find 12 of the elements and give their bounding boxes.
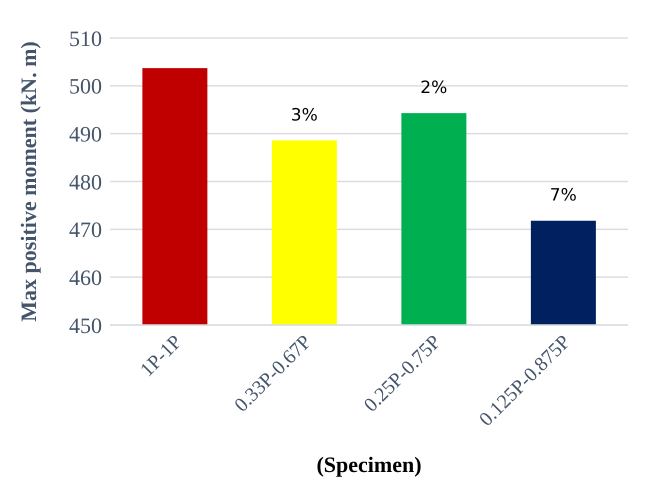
y-tick-label: 500 bbox=[69, 74, 102, 99]
annotation: 7% bbox=[550, 186, 577, 206]
x-axis-title: (Specimen) bbox=[316, 452, 422, 477]
y-tick-label: 480 bbox=[69, 169, 102, 194]
annotation: 2% bbox=[420, 78, 448, 98]
y-axis-title: Max positive moment (kN. m) bbox=[16, 41, 41, 322]
y-tick-label: 510 bbox=[69, 26, 102, 51]
annotation: 3% bbox=[290, 105, 318, 126]
y-tick-label: 470 bbox=[69, 217, 102, 242]
y-tick-label: 490 bbox=[69, 121, 102, 146]
y-tick-label: 460 bbox=[69, 264, 102, 290]
y-tick-label: 450 bbox=[69, 312, 102, 338]
